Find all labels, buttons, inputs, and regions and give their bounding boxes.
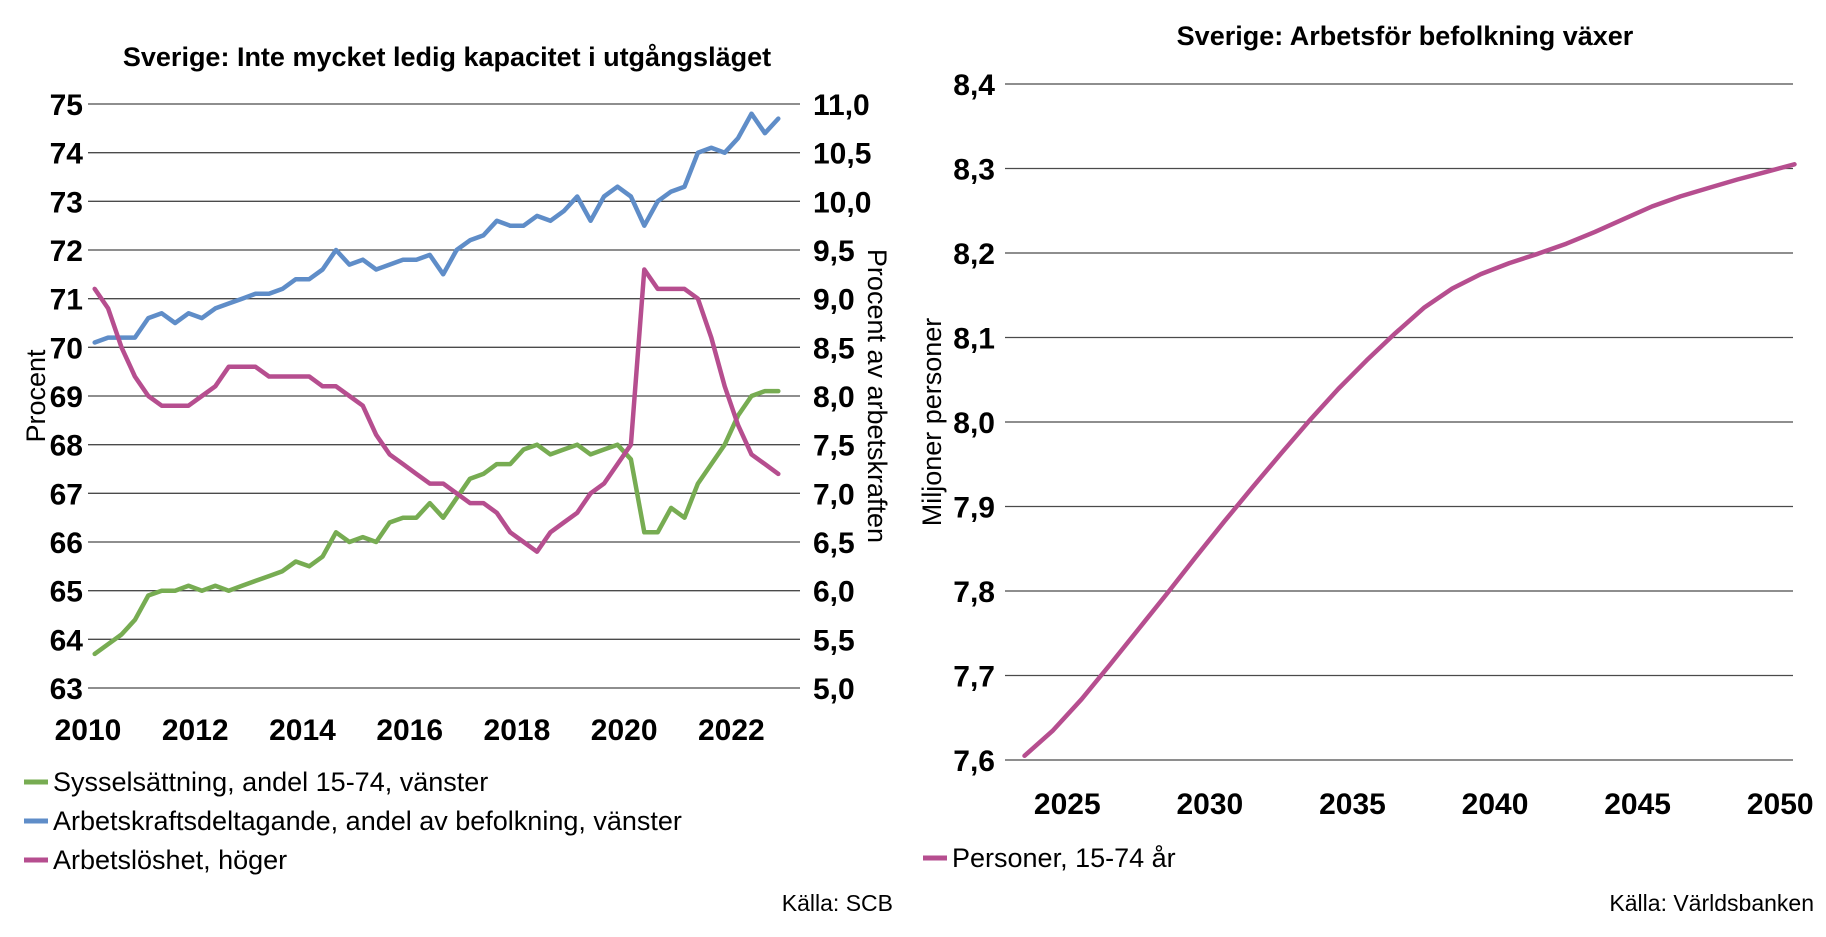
- y-tick-label: 70: [50, 332, 83, 365]
- chart-title: Sverige: Arbetsför befolkning växer: [1177, 21, 1634, 51]
- y-tick-label: 8,1: [953, 323, 995, 356]
- left-chart-panel: Sverige: Inte mycket ledig kapacitet i u…: [0, 0, 913, 932]
- y-tick-label: 66: [50, 527, 83, 560]
- y-tick-label: 7,7: [953, 661, 995, 694]
- x-tick-label: 2040: [1462, 788, 1529, 821]
- y-tick-label: 69: [50, 381, 83, 414]
- x-tick-label: 2030: [1177, 788, 1244, 821]
- y-tick-label: 63: [50, 673, 83, 706]
- y-tick-label: 74: [50, 138, 84, 171]
- y2-tick-label: 10,0: [813, 186, 871, 219]
- y2-tick-label: 9,0: [813, 284, 855, 317]
- y-tick-label: 68: [50, 430, 83, 463]
- legend-label: Sysselsättning, andel 15-74, vänster: [53, 767, 488, 797]
- x-tick-label: 2022: [698, 714, 765, 747]
- x-tick-label: 2012: [162, 714, 229, 747]
- left-chart: Sverige: Inte mycket ledig kapacitet i u…: [21, 42, 893, 916]
- y-tick-label: 65: [50, 576, 83, 609]
- series-line-0: [92, 388, 781, 657]
- series-line-0: [1022, 162, 1797, 759]
- y2-axis-label: Procent av arbetskraften: [862, 249, 892, 543]
- y2-tick-label: 6,5: [813, 527, 855, 560]
- y2-tick-label: 5,5: [813, 624, 855, 657]
- y-tick-label: 8,0: [953, 407, 995, 440]
- x-tick-label: 2050: [1747, 788, 1814, 821]
- legend-label: Personer, 15-74 år: [952, 843, 1176, 873]
- source-note: Källa: SCB: [782, 890, 893, 916]
- x-tick-label: 2020: [591, 714, 658, 747]
- y-axis-label: Procent: [21, 349, 51, 443]
- right-chart: Sverige: Arbetsför befolkning växer 7,6 7,…: [917, 21, 1814, 916]
- y2-tick-label: 7,0: [813, 478, 855, 511]
- y-tick-label: 8,2: [953, 238, 995, 271]
- right-chart-panel: Sverige: Arbetsför befolkning växer 7,6 7,…: [913, 0, 1826, 932]
- y-tick-label: 7,8: [953, 576, 995, 609]
- y-tick-label: 67: [50, 478, 83, 511]
- y2-tick-label: 7,5: [813, 430, 855, 463]
- x-tick-label: 2016: [376, 714, 443, 747]
- series-line-1: [92, 111, 781, 345]
- y2-tick-label: 9,5: [813, 235, 855, 268]
- y-tick-label: 75: [50, 89, 83, 122]
- y-tick-label: 73: [50, 186, 83, 219]
- y2-tick-label: 10,5: [813, 138, 871, 171]
- series-line-2: [92, 267, 781, 554]
- x-tick-label: 2014: [269, 714, 336, 747]
- y-axis-label: Miljoner personer: [917, 318, 947, 527]
- legend-label: Arbetskraftsdeltagande, andel av befolkn…: [53, 806, 682, 836]
- x-tick-label: 2045: [1604, 788, 1671, 821]
- x-tick-label: 2018: [484, 714, 551, 747]
- y2-tick-label: 8,0: [813, 381, 855, 414]
- y-tick-label: 71: [50, 284, 83, 317]
- y-tick-label: 8,4: [953, 69, 995, 102]
- y2-tick-label: 5,0: [813, 673, 855, 706]
- y2-tick-label: 11,0: [813, 89, 870, 122]
- y-tick-label: 7,6: [953, 745, 995, 778]
- y-tick-label: 7,9: [953, 492, 995, 525]
- y-tick-label: 8,3: [953, 154, 995, 187]
- legend-label: Arbetslöshet, höger: [53, 845, 287, 875]
- source-note: Källa: Världsbanken: [1609, 890, 1814, 916]
- x-tick-label: 2035: [1319, 788, 1386, 821]
- x-tick-label: 2025: [1034, 788, 1101, 821]
- y-tick-label: 64: [50, 624, 84, 657]
- chart-title: Sverige: Inte mycket ledig kapacitet i u…: [123, 42, 771, 72]
- y2-tick-label: 6,0: [813, 576, 855, 609]
- x-tick-label: 2010: [55, 714, 122, 747]
- y-tick-label: 72: [50, 235, 83, 268]
- y2-tick-label: 8,5: [813, 332, 855, 365]
